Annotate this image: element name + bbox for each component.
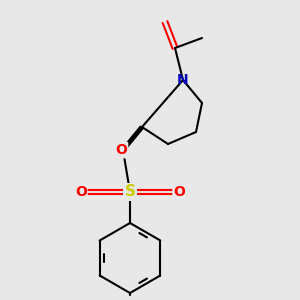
Text: N: N <box>177 73 189 87</box>
Text: O: O <box>115 143 127 157</box>
Text: O: O <box>75 185 87 199</box>
Text: S: S <box>124 184 136 200</box>
Text: O: O <box>173 185 185 199</box>
